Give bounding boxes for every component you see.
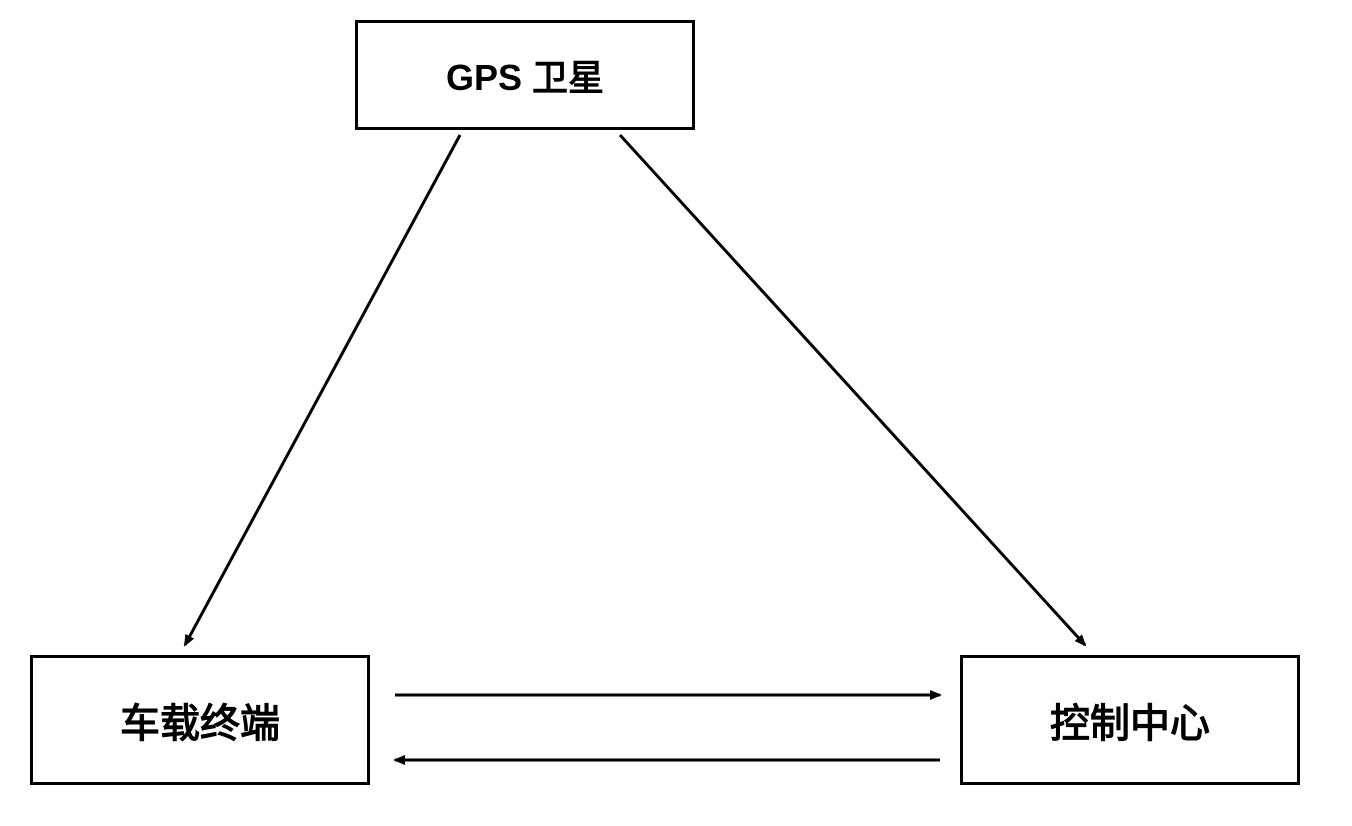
- edge-gps-to-control: [620, 135, 1085, 645]
- node-gps-satellite: GPS 卫星: [355, 20, 695, 130]
- node-control-center: 控制中心: [960, 655, 1300, 785]
- diagram-container: GPS 卫星 车载终端 控制中心: [0, 0, 1352, 826]
- edge-gps-to-vehicle: [185, 135, 460, 645]
- node-vehicle-terminal-label: 车载终端: [120, 691, 280, 749]
- node-vehicle-terminal: 车载终端: [30, 655, 370, 785]
- node-control-center-label: 控制中心: [1050, 691, 1210, 749]
- node-gps-satellite-label: GPS 卫星: [446, 49, 604, 101]
